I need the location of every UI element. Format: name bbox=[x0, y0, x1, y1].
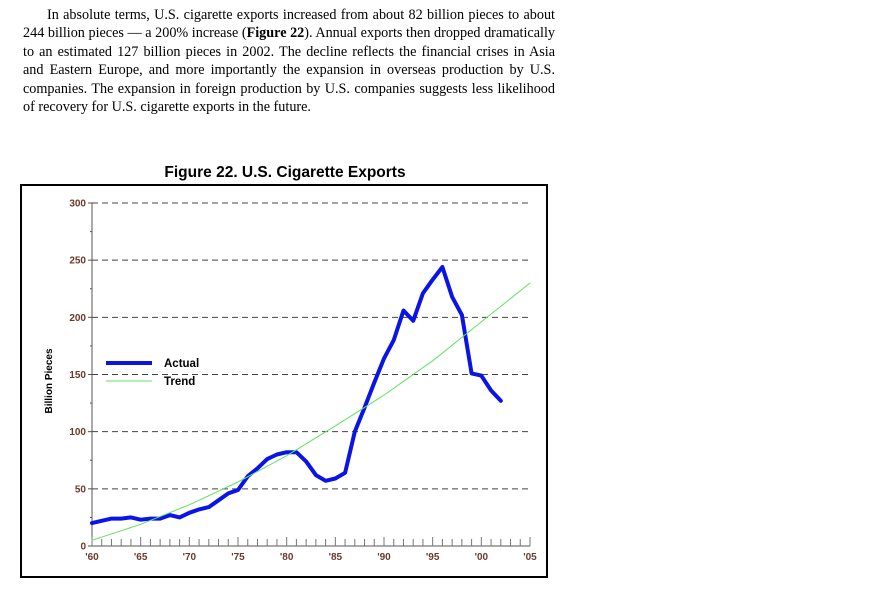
y-tick-label: 250 bbox=[69, 256, 86, 267]
y-tick-label: 150 bbox=[69, 370, 86, 381]
legend-bg bbox=[102, 357, 206, 371]
x-tick-label: '90 bbox=[377, 552, 391, 563]
y-tick-label: 50 bbox=[75, 484, 87, 495]
x-tick-label: '95 bbox=[426, 552, 440, 563]
x-tick-label: '05 bbox=[523, 552, 537, 563]
y-tick-label: 200 bbox=[69, 313, 86, 324]
y-tick-label: 300 bbox=[69, 199, 86, 210]
x-tick-label: '65 bbox=[134, 552, 148, 563]
y-axis-label: Billion Pieces bbox=[44, 348, 55, 413]
x-tick-label: '85 bbox=[329, 552, 343, 563]
x-tick-label: '00 bbox=[475, 552, 489, 563]
x-tick-label: '80 bbox=[280, 552, 294, 563]
figure-title: Figure 22. U.S. Cigarette Exports bbox=[164, 164, 406, 181]
y-tick-label: 100 bbox=[69, 427, 86, 438]
y-tick-label: 0 bbox=[80, 542, 86, 553]
x-tick-label: '75 bbox=[231, 552, 245, 563]
x-tick-label: '70 bbox=[183, 552, 197, 563]
legend-label-actual: Actual bbox=[164, 358, 199, 370]
chart-frame bbox=[20, 184, 548, 578]
paragraph-text-end: ). Annual exports then dropped dramatica… bbox=[23, 25, 555, 116]
x-tick-label: '60 bbox=[85, 552, 99, 563]
figure-reference: Figure 22 bbox=[246, 25, 305, 42]
body-paragraph: In absolute terms, U.S. cigarette export… bbox=[23, 6, 555, 116]
legend-label-trend: Trend bbox=[164, 376, 195, 388]
series-line-trend bbox=[91, 282, 531, 541]
series-line-actual bbox=[90, 265, 503, 526]
paragraph-text-start: In absolute terms, U.S. cigarette export… bbox=[23, 7, 555, 42]
legend-bg bbox=[102, 375, 206, 389]
